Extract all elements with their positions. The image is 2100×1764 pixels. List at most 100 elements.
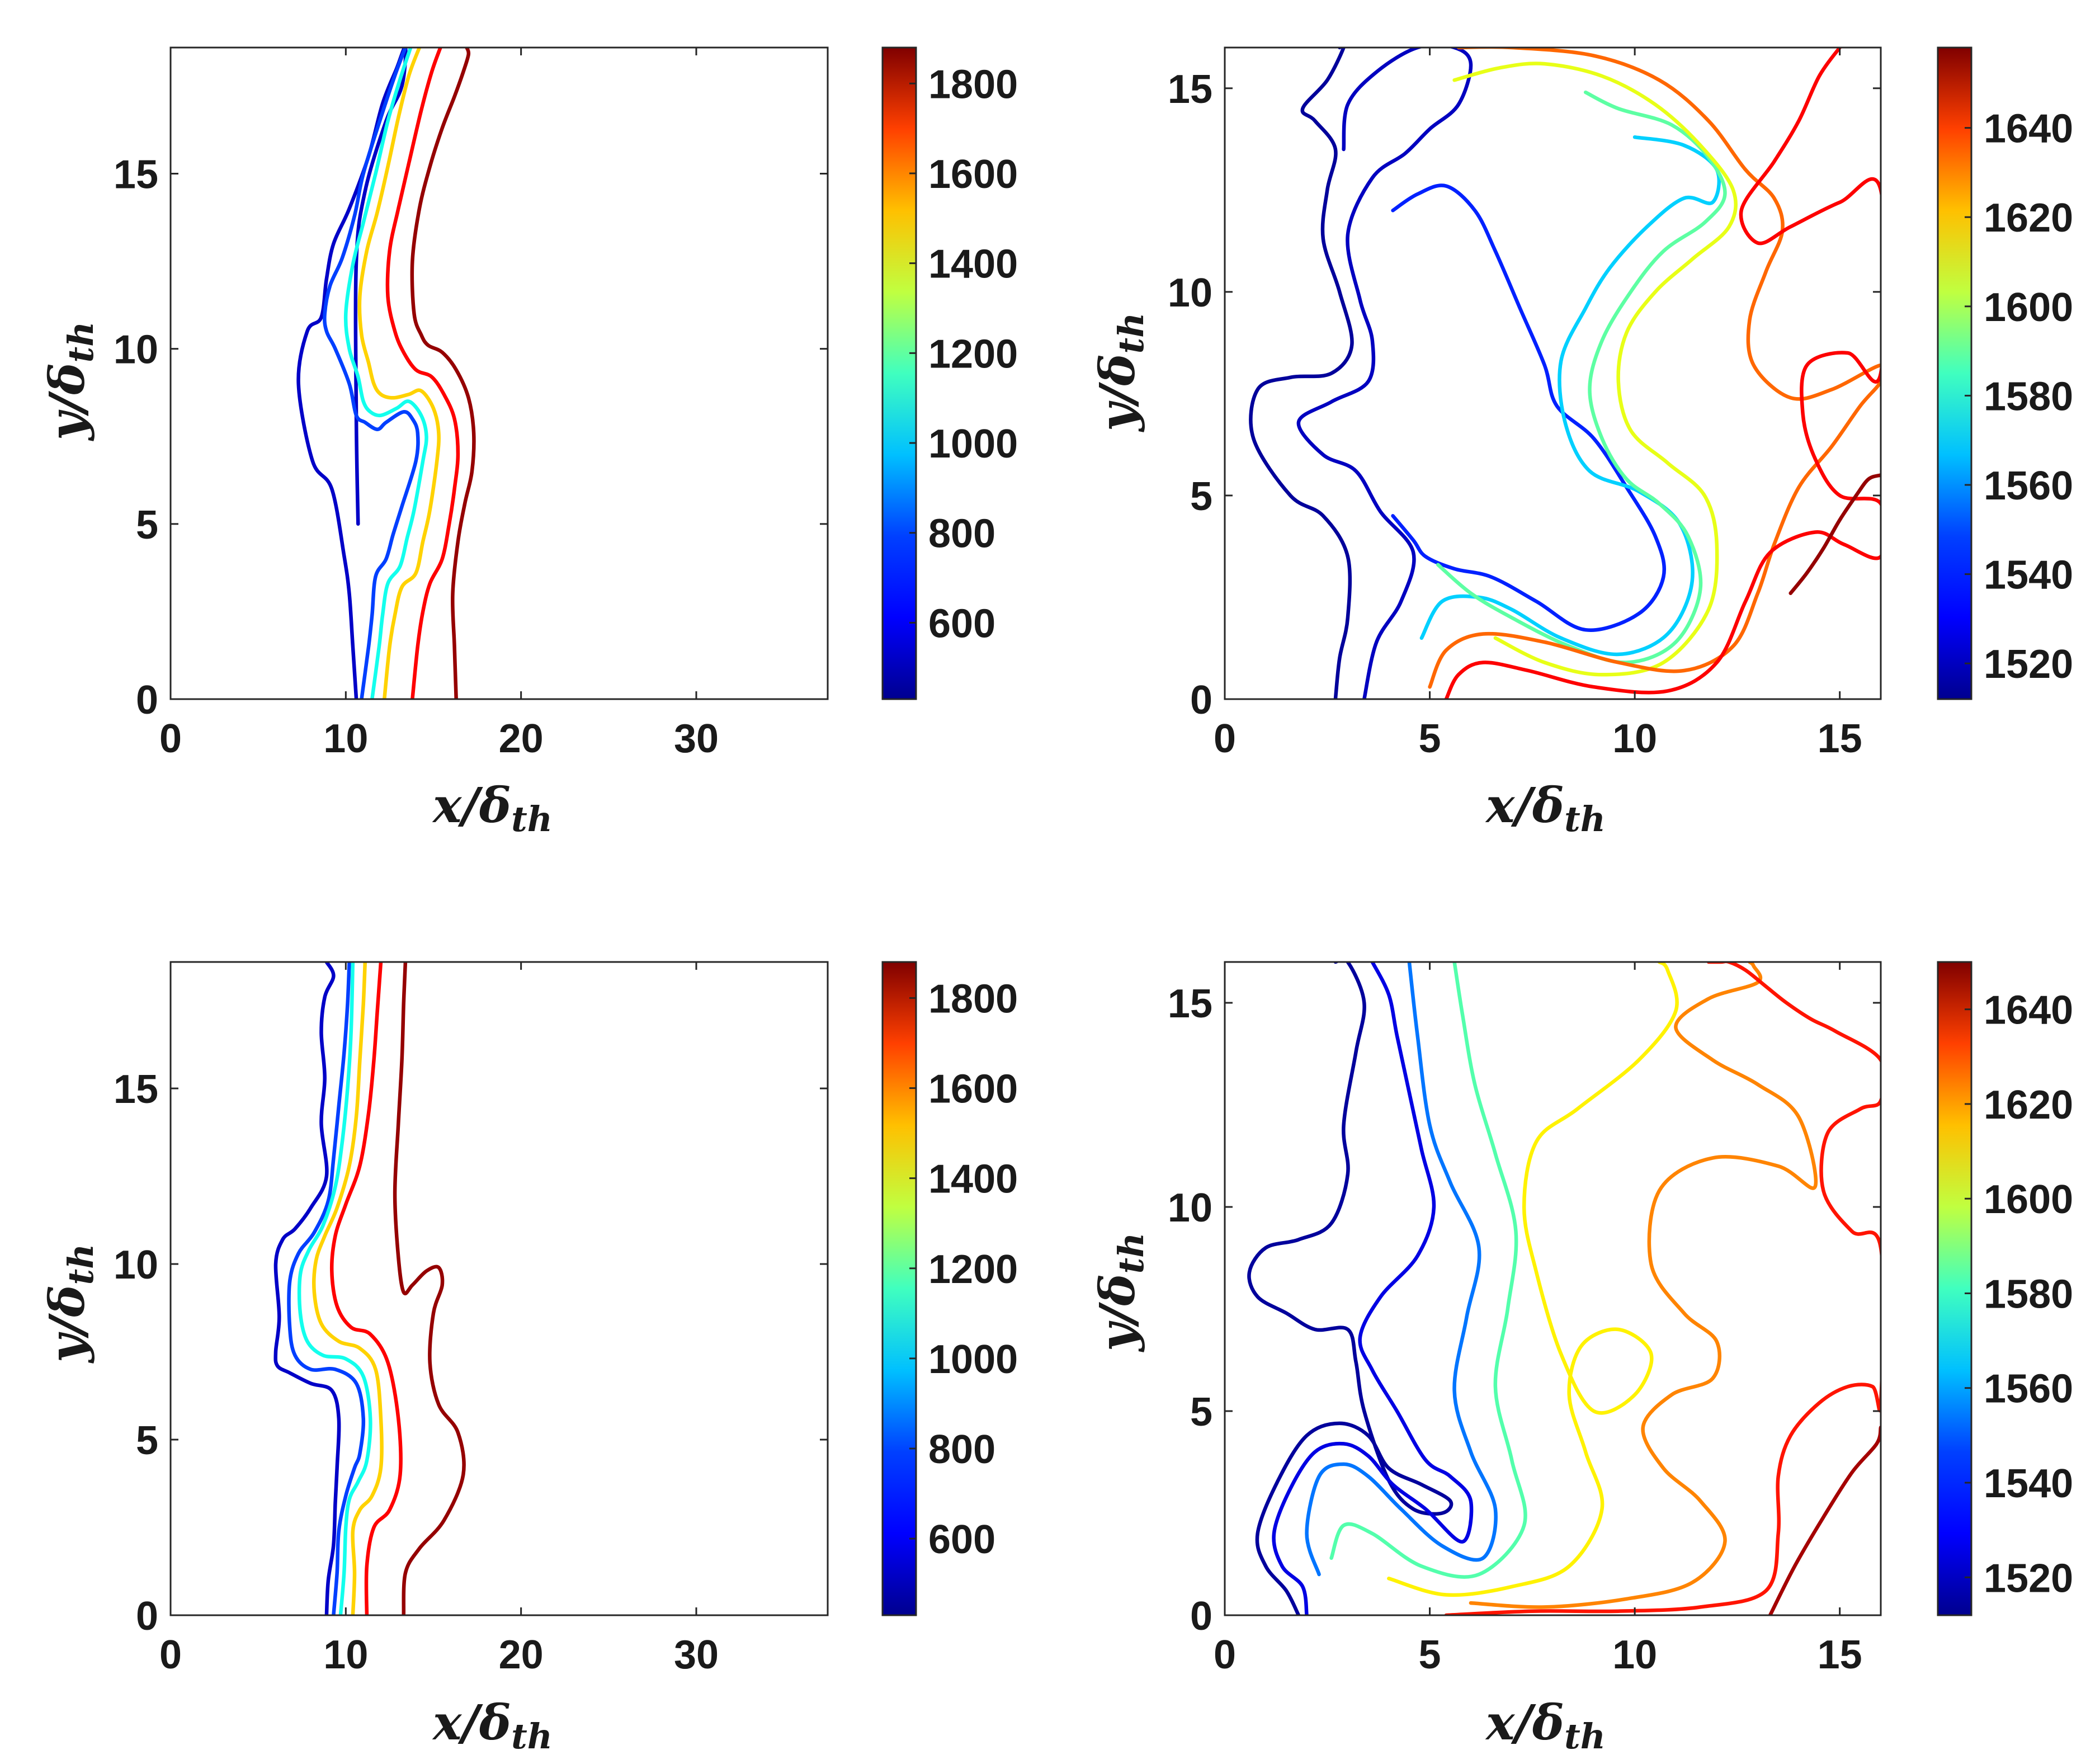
contour-line-1560 [1419,135,1721,657]
x-tick-label: 5 [1419,716,1441,761]
colorbar-tick-label: 1600 [928,1067,1018,1112]
y-tick-label: 0 [136,678,158,723]
y-tick-label: 10 [1168,271,1212,315]
colorbar-tick-label: 1620 [1984,196,2073,240]
contour-line-1525 [1272,962,1474,1615]
contour-line-1520 [1296,48,1473,699]
x-axis-label: x/δth [1485,1695,1606,1757]
contour-line-1700 [329,962,403,1615]
x-tick-label: 15 [1818,1633,1862,1677]
x-tick-label: 5 [1419,1633,1441,1677]
contour-line-1850 [393,962,466,1615]
x-tick-label: 10 [323,716,368,761]
x-axis-label: x/δth [432,777,553,839]
panel-top-right: x/δth y/δth 0 5 10 15 0 5 10 15 1520 1540 1560 1580… [1089,46,2073,839]
contour-line-1640 [1444,48,1881,699]
axes-box [169,961,829,1616]
colorbar-tick-label: 1600 [1984,285,2073,330]
colorbar [881,961,917,1616]
contour-line-700 [287,962,366,1615]
y-axis-label: y/δth [1089,313,1152,432]
contour-line-1700 [385,48,460,699]
x-tick-label: 10 [323,1633,368,1677]
y-tick-label: 15 [114,1067,158,1112]
x-tick-label: 15 [1818,716,1862,761]
panel-bottom-left: x/δth y/δth 0 10 20 30 0 5 10 15 600 800 1000 1200 1… [39,961,1018,1757]
contour-line-1655 [1788,473,1881,595]
contour-plot [1249,48,1881,699]
x-tick-label: 10 [1612,1633,1657,1677]
contour-plot [273,962,466,1615]
colorbar [1937,46,1972,700]
contour-line-1850 [410,48,476,699]
contour-plot [1247,962,1881,1615]
colorbar-tick-label: 600 [928,601,995,646]
colorbar-tick-label: 1640 [1984,107,2073,152]
contour-plot [296,48,476,699]
contour-line-1514 [1247,962,1454,1615]
y-axis-label: y/δth [1089,1233,1152,1352]
y-tick-label: 10 [114,1243,158,1287]
x-axis-label: x/δth [432,1695,553,1757]
contour-line-520 [273,962,341,1615]
contour-line-520 [296,48,408,699]
colorbar-tick-label: 1540 [1984,553,2073,598]
colorbar-tick-label: 600 [928,1517,995,1562]
colorbar-tick-label: 1600 [928,152,1018,197]
x-tick-label: 30 [674,1633,719,1677]
colorbar-tick-label: 1400 [928,242,1018,287]
panel-bottom-right: x/δth y/δth 0 5 10 15 0 5 10 15 1520 1540 1560 1580… [1089,961,2073,1757]
colorbar-tick-label: 1580 [1984,1272,2073,1317]
colorbar-tick-label: 1800 [928,62,1018,107]
x-axis-label: x/δth [1485,777,1606,839]
y-tick-label: 0 [136,1594,158,1639]
contour-line-1630 [1444,962,1881,1615]
y-tick-label: 0 [1190,1594,1212,1639]
colorbar-tick-label: 1200 [928,1247,1018,1292]
colorbar-tick-label: 800 [928,512,995,556]
colorbar-tick-label: 1000 [928,1337,1018,1382]
contour-line-1600 [1452,62,1738,677]
contour-line-700 [323,48,420,699]
axes-box [1224,46,1882,700]
colorbar-tick-label: 1560 [1984,464,2073,508]
contour-line-1545 [1305,962,1498,1577]
contour-line-1615 [1469,962,1818,1609]
y-tick-label: 10 [114,328,158,372]
x-tick-label: 0 [1214,716,1236,761]
contour-line-1580 [1436,90,1727,664]
y-tick-label: 15 [114,152,158,197]
x-tick-label: 20 [499,1633,544,1677]
y-tick-label: 5 [136,503,158,548]
colorbar-tick-label: 1540 [1984,1461,2073,1506]
y-tick-label: 5 [1190,474,1212,519]
x-tick-label: 30 [674,716,719,761]
x-tick-label: 0 [1214,1633,1236,1677]
colorbar [1937,961,1972,1616]
x-tick-label: 0 [159,716,182,761]
contour-line-1000 [297,962,372,1615]
y-axis-label: y/δth [39,322,101,441]
y-tick-label: 5 [136,1418,158,1463]
colorbar [881,46,917,700]
y-tick-label: 0 [1190,678,1212,723]
axes-box [169,46,829,700]
contour-line-1645 [1768,1425,1881,1615]
y-tick-label: 10 [1168,1186,1212,1230]
colorbar-tick-label: 1520 [1984,642,2073,687]
colorbar-tick-label: 1560 [1984,1367,2073,1412]
colorbar-tick-label: 1580 [1984,374,2073,419]
colorbar-tick-label: 1200 [928,332,1018,376]
colorbar-tick-label: 800 [928,1427,995,1472]
colorbar-tick-label: 1620 [1984,1083,2073,1128]
y-tick-label: 5 [1190,1390,1212,1435]
axes-box [1224,961,1882,1616]
x-tick-label: 20 [499,716,544,761]
contour-line-1600 [1387,962,1679,1597]
y-tick-label: 15 [1168,67,1212,112]
colorbar-tick-label: 1800 [928,977,1018,1021]
y-tick-label: 15 [1168,982,1212,1026]
contour-line-1575 [1329,962,1527,1579]
colorbar-tick-label: 1520 [1984,1556,2073,1601]
y-axis-label: y/δth [39,1244,101,1364]
